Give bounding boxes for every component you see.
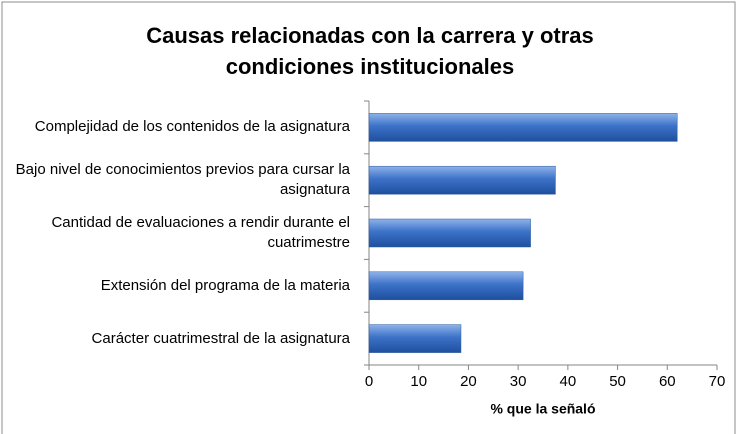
bar xyxy=(368,113,678,142)
bar xyxy=(368,165,556,195)
x-tick-label: 70 xyxy=(709,373,726,390)
y-tick-label: Bajo nivel de conocimientos previos para… xyxy=(15,161,350,199)
y-tick-label: Cantidad de evaluaciones a rendir durant… xyxy=(51,214,350,251)
x-tick-label: 50 xyxy=(609,373,626,390)
y-tick-label: Complejidad de los contenidos de la asig… xyxy=(34,118,350,136)
y-tick-label: Extensión del programa de la materia xyxy=(100,276,350,294)
chart-title: Causas relacionadas con la carrera y otr… xyxy=(146,23,594,79)
x-tick-label: 60 xyxy=(659,373,676,390)
x-axis-label: % que la señaló xyxy=(490,401,595,417)
bar xyxy=(368,218,531,248)
x-tick-label: 40 xyxy=(560,373,577,390)
x-tick-label: 20 xyxy=(460,373,477,390)
y-tick-label: Carácter cuatrimestral de la asignatura xyxy=(91,329,350,347)
x-tick-label: 0 xyxy=(365,373,373,390)
x-tick-label: 10 xyxy=(410,373,427,390)
x-tick-label: 30 xyxy=(510,373,527,390)
bar xyxy=(368,324,462,353)
bar xyxy=(368,271,524,301)
